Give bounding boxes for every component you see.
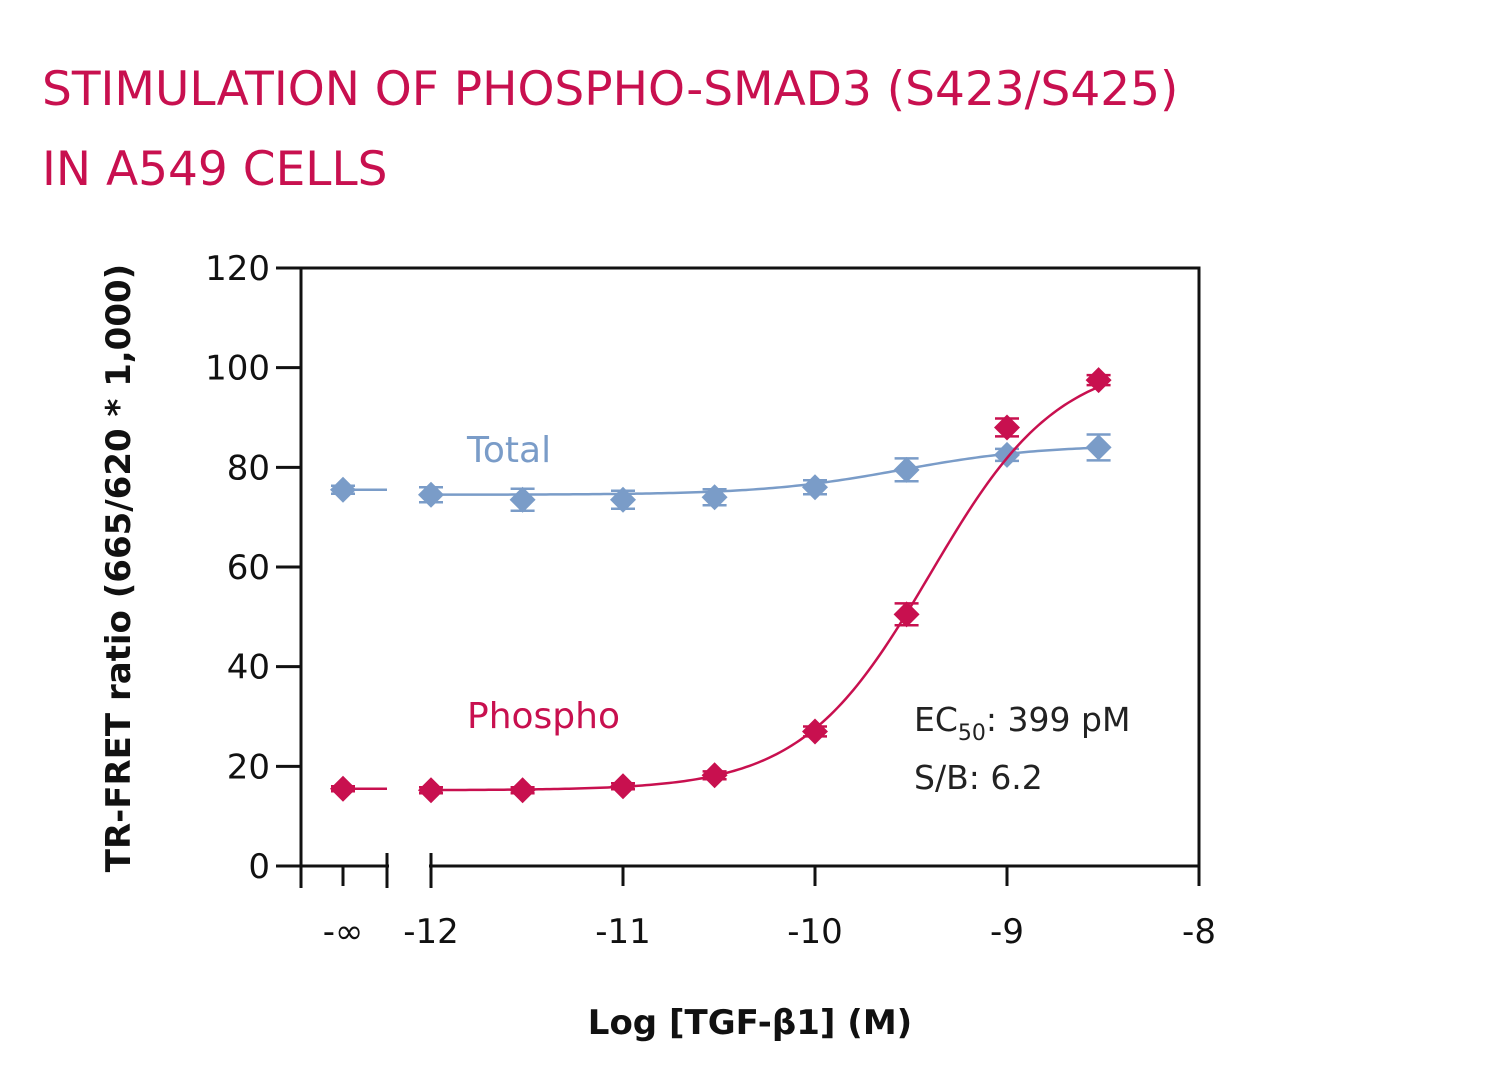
data-point-total xyxy=(701,484,728,511)
series-layer xyxy=(330,367,1112,804)
series-total xyxy=(330,433,1112,513)
data-point-phospho xyxy=(509,777,536,804)
data-point-total xyxy=(1085,434,1112,461)
data-point-phospho xyxy=(1085,367,1112,394)
y-tick-label: 40 xyxy=(227,648,270,688)
x-tick-label-baseline: -∞ xyxy=(323,912,364,952)
x-tick-label: -10 xyxy=(787,912,843,952)
y-tick-label: 100 xyxy=(205,349,270,389)
y-tick-label: 20 xyxy=(227,747,270,787)
series-label-total: Total xyxy=(466,430,551,471)
chart-title: STIMULATION OF PHOSPHO-SMAD3 (S423/S425)… xyxy=(42,50,1482,210)
fit-curve-total xyxy=(431,446,1096,496)
ec50-value: : 399 pM xyxy=(986,700,1131,739)
data-point-phospho xyxy=(418,777,444,804)
data-point-phospho xyxy=(610,773,636,800)
chart-title-line-2: IN A549 CELLS xyxy=(42,142,388,197)
x-tick-label: -8 xyxy=(1182,912,1216,952)
x-tick-label: -12 xyxy=(403,912,459,952)
data-point-total xyxy=(893,456,920,483)
data-point-phospho xyxy=(802,718,828,745)
y-tick-label: 0 xyxy=(248,847,270,887)
data-point-total xyxy=(994,441,1020,468)
x-tick-label: -9 xyxy=(990,912,1024,952)
ec50-label: EC xyxy=(914,700,958,739)
x-tick-label: -11 xyxy=(595,912,651,952)
series-phospho xyxy=(330,367,1112,804)
x-axis-title: Log [TGF-β1] (M) xyxy=(588,1003,912,1043)
data-point-total xyxy=(802,474,828,501)
data-point-total xyxy=(610,486,636,513)
y-tick-label: 120 xyxy=(205,249,270,289)
fit-curve-phospho xyxy=(430,387,1096,792)
ec50-annotation: EC50: 399 pM xyxy=(914,700,1130,746)
data-point-phospho xyxy=(701,762,728,789)
data-point-phospho-baseline xyxy=(330,775,356,802)
data-point-total xyxy=(509,486,536,513)
ec50-subscript: 50 xyxy=(958,721,986,746)
y-axis-title: TR-FRET ratio (665/620 * 1,000) xyxy=(99,264,139,872)
data-point-total xyxy=(418,481,444,508)
y-tick-label: 60 xyxy=(227,548,270,588)
chart-title-line-1: STIMULATION OF PHOSPHO-SMAD3 (S423/S425) xyxy=(42,62,1179,117)
data-point-phospho xyxy=(994,414,1020,441)
sb-annotation: S/B: 6.2 xyxy=(914,758,1043,797)
plot-frame xyxy=(299,266,1201,868)
data-point-phospho xyxy=(893,601,920,628)
series-label-phospho: Phospho xyxy=(467,696,620,737)
axes: 0 20 40 60 80 100 120 -∞ -12 -11 -10 -9 -8 xyxy=(205,249,1216,952)
data-point-total-baseline xyxy=(330,476,356,503)
y-tick-label: 80 xyxy=(227,448,270,488)
